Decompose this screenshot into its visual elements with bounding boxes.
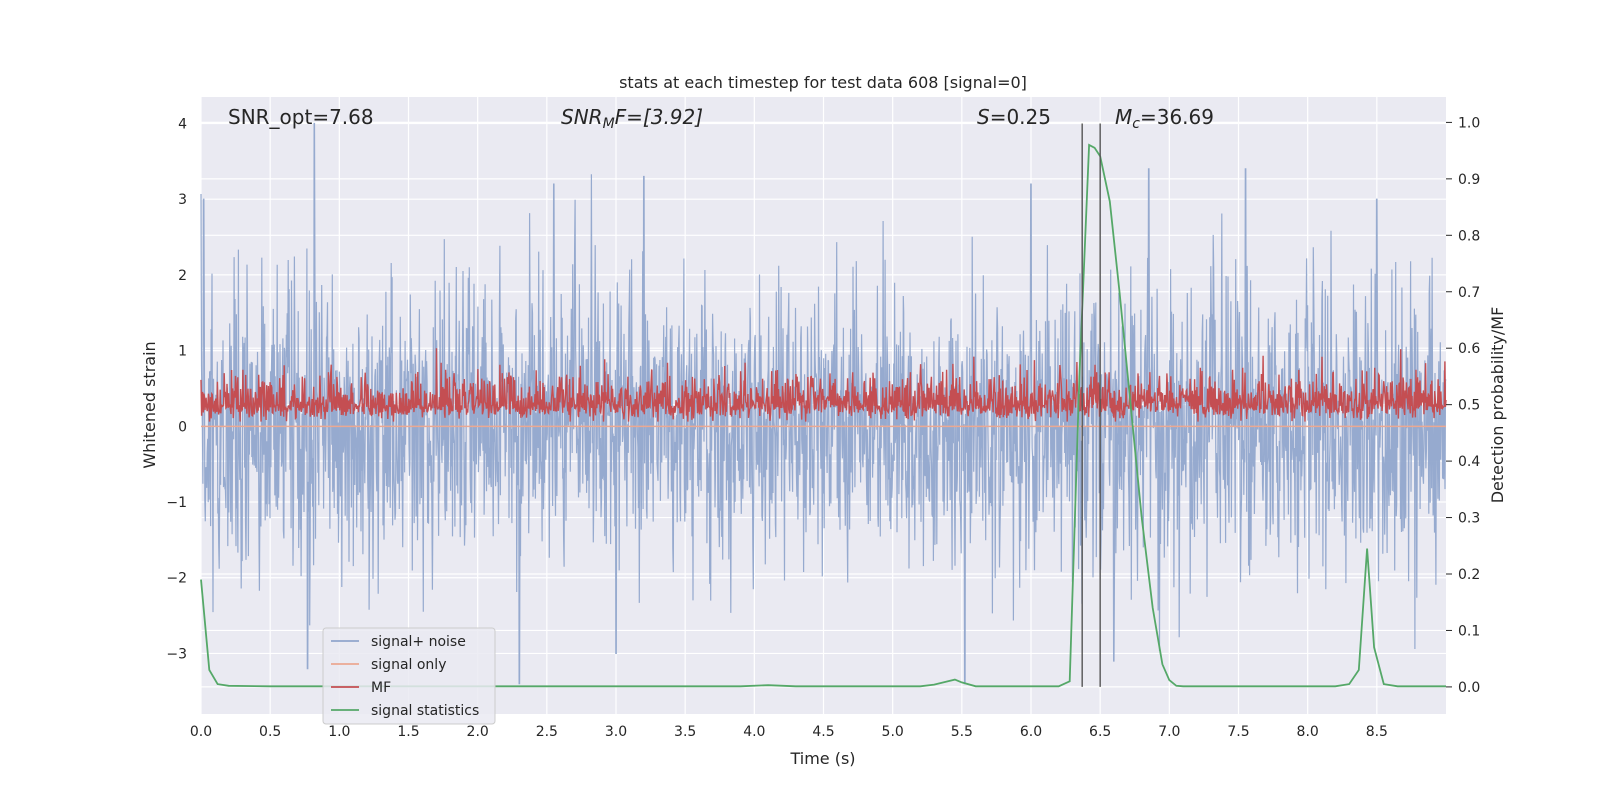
y2-tick-label-3: 0.3 — [1458, 511, 1480, 527]
x-tick-label-0: 0.0 — [190, 724, 212, 740]
y2-tick-label-6: 0.6 — [1458, 341, 1480, 357]
y2-axis-label: Detection probability/MF — [1488, 307, 1507, 504]
annotation-snr-mf-rest: F=[3.92] — [615, 105, 703, 129]
annotation-snr-mf: SNRMF=[3.92] — [561, 105, 703, 132]
annotation-snr-mf-sub: M — [603, 116, 615, 132]
y-tick-label-2: −1 — [166, 495, 187, 511]
y2-tick-label-2: 0.2 — [1458, 567, 1480, 583]
x-axis-label: Time (s) — [789, 749, 855, 768]
y-tick-label-5: 2 — [178, 268, 187, 284]
x-tick-label-9: 4.5 — [812, 724, 834, 740]
annotation-snr-mf-base: SNR — [561, 105, 603, 129]
x-tick-label-1: 0.5 — [259, 724, 281, 740]
vertical-markers — [1081, 123, 1101, 687]
annotation-s-italic: S — [977, 105, 990, 129]
annotation-snr-opt: SNR_opt=7.68 — [228, 105, 374, 129]
y-tick-label-3: 0 — [178, 419, 187, 435]
y2-tick-label-10: 1.0 — [1458, 115, 1480, 131]
x-tick-label-5: 2.5 — [536, 724, 558, 740]
y2-tick-label-4: 0.4 — [1458, 454, 1480, 470]
legend-label-signal-statistics: signal statistics — [371, 703, 479, 719]
y-axis-label: Whitened strain — [140, 341, 159, 468]
chart-title: stats at each timestep for test data 608… — [619, 73, 1027, 92]
legend-label-signal-noise: signal+ noise — [371, 634, 466, 650]
y-tick-label-1: −2 — [166, 571, 187, 587]
y2-tick-label-8: 0.8 — [1458, 228, 1480, 244]
x-tick-label-12: 6.0 — [1020, 724, 1042, 740]
series-mf-line — [200, 348, 1447, 422]
y2-tick-label-0: 0.0 — [1458, 680, 1480, 696]
x-tick-label-8: 4.0 — [743, 724, 765, 740]
y2-tick-label-7: 0.7 — [1458, 285, 1480, 301]
y-tick-label-7: 4 — [178, 116, 187, 132]
data-series — [200, 122, 1447, 688]
legend-box — [322, 627, 496, 725]
x-tick-label-4: 2.0 — [467, 724, 489, 740]
annotation-mc: Mc=36.69 — [1115, 105, 1214, 132]
annotation-mc-rest: =36.69 — [1140, 105, 1214, 129]
x-tick-label-14: 7.0 — [1158, 724, 1180, 740]
x-tick-label-16: 8.0 — [1297, 724, 1319, 740]
x-tick-label-10: 5.0 — [882, 724, 904, 740]
axis-ticks: 0.0 0.5 1.0 1.5 2.0 2.5 3.0 3.5 4.0 4.5 5.0 5.5 6.0 6… — [166, 115, 1480, 740]
x-tick-label-2: 1.0 — [328, 724, 350, 740]
y2-tick-label-5: 0.5 — [1458, 398, 1480, 414]
y-tick-label-0: −3 — [166, 646, 187, 662]
y-tick-label-4: 1 — [178, 344, 187, 360]
x-tick-label-11: 5.5 — [951, 724, 973, 740]
y-tick-label-6: 3 — [178, 192, 187, 208]
series-signal-statistics-line — [200, 143, 1446, 688]
x-tick-label-3: 1.5 — [397, 724, 419, 740]
x-tick-label-17: 8.5 — [1366, 724, 1388, 740]
legend-label-signal-only: signal only — [371, 657, 446, 673]
x-tick-label-13: 6.5 — [1089, 724, 1111, 740]
x-tick-label-6: 3.0 — [605, 724, 627, 740]
annotation-mc-italic: M — [1115, 105, 1132, 129]
annotation-mc-sub: c — [1132, 116, 1140, 132]
y2-tick-label-1: 0.1 — [1458, 623, 1480, 639]
x-tick-label-7: 3.5 — [674, 724, 696, 740]
legend-label-mf: MF — [371, 680, 391, 696]
annotation-s: S=0.25 — [977, 105, 1051, 129]
x-tick-label-15: 7.5 — [1227, 724, 1249, 740]
y2-tick-label-9: 0.9 — [1458, 172, 1480, 188]
annotation-s-rest: =0.25 — [990, 105, 1051, 129]
legend: signal+ noise signal only MF signal stat… — [322, 627, 496, 725]
